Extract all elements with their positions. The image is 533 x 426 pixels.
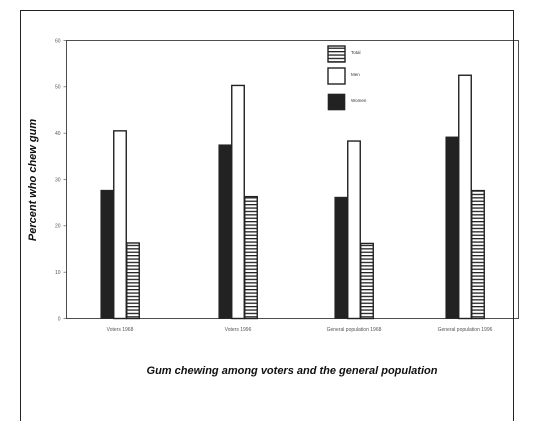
x-tick-label: Voters 1996: [225, 327, 252, 333]
legend-swatch-total: [327, 45, 346, 63]
legend-label-men: Men: [351, 72, 360, 77]
x-tick-label: Voters 1968: [107, 327, 134, 333]
legend-swatch-women: [327, 93, 346, 111]
bar-total-1: [244, 195, 258, 320]
x-tick-label: General population 1968: [327, 327, 382, 333]
y-axis-title: Percent who chew gum: [27, 119, 39, 241]
legend-swatch-men: [327, 67, 346, 85]
y-tick-label: 10: [55, 270, 61, 276]
legend: Total Men Women: [327, 45, 367, 111]
y-tick-label: 30: [55, 177, 61, 183]
bar-women-2: [334, 196, 348, 319]
bar-women-0: [100, 189, 114, 319]
y-tick-label: 0: [58, 316, 61, 322]
bar-total-0: [126, 242, 140, 320]
bar-men-2: [347, 140, 361, 320]
y-tick-label: 50: [55, 85, 61, 91]
bar-women-1: [218, 144, 232, 319]
y-tick-label: 40: [55, 131, 61, 137]
x-axis-title: Gum chewing among voters and the general…: [147, 365, 438, 377]
bar-men-1: [231, 84, 245, 320]
bar-men-0: [113, 130, 127, 320]
x-tick-label: General population 1996: [438, 327, 493, 333]
bar-total-3: [471, 189, 485, 320]
bar-men-3: [458, 74, 472, 320]
x-axis-tick-labels: Voters 1968 Voters 1996 General population…: [107, 327, 493, 333]
y-tick-label: 60: [55, 38, 61, 44]
bars-group: [100, 74, 485, 320]
y-tick-label: 20: [55, 224, 61, 230]
legend-label-total: Total: [351, 50, 361, 55]
bar-total-2: [360, 242, 374, 320]
bar-women-3: [445, 136, 459, 319]
y-axis-ticks: 0 10 20 30 40 50 60: [55, 38, 67, 322]
legend-label-women: Women: [351, 98, 367, 103]
